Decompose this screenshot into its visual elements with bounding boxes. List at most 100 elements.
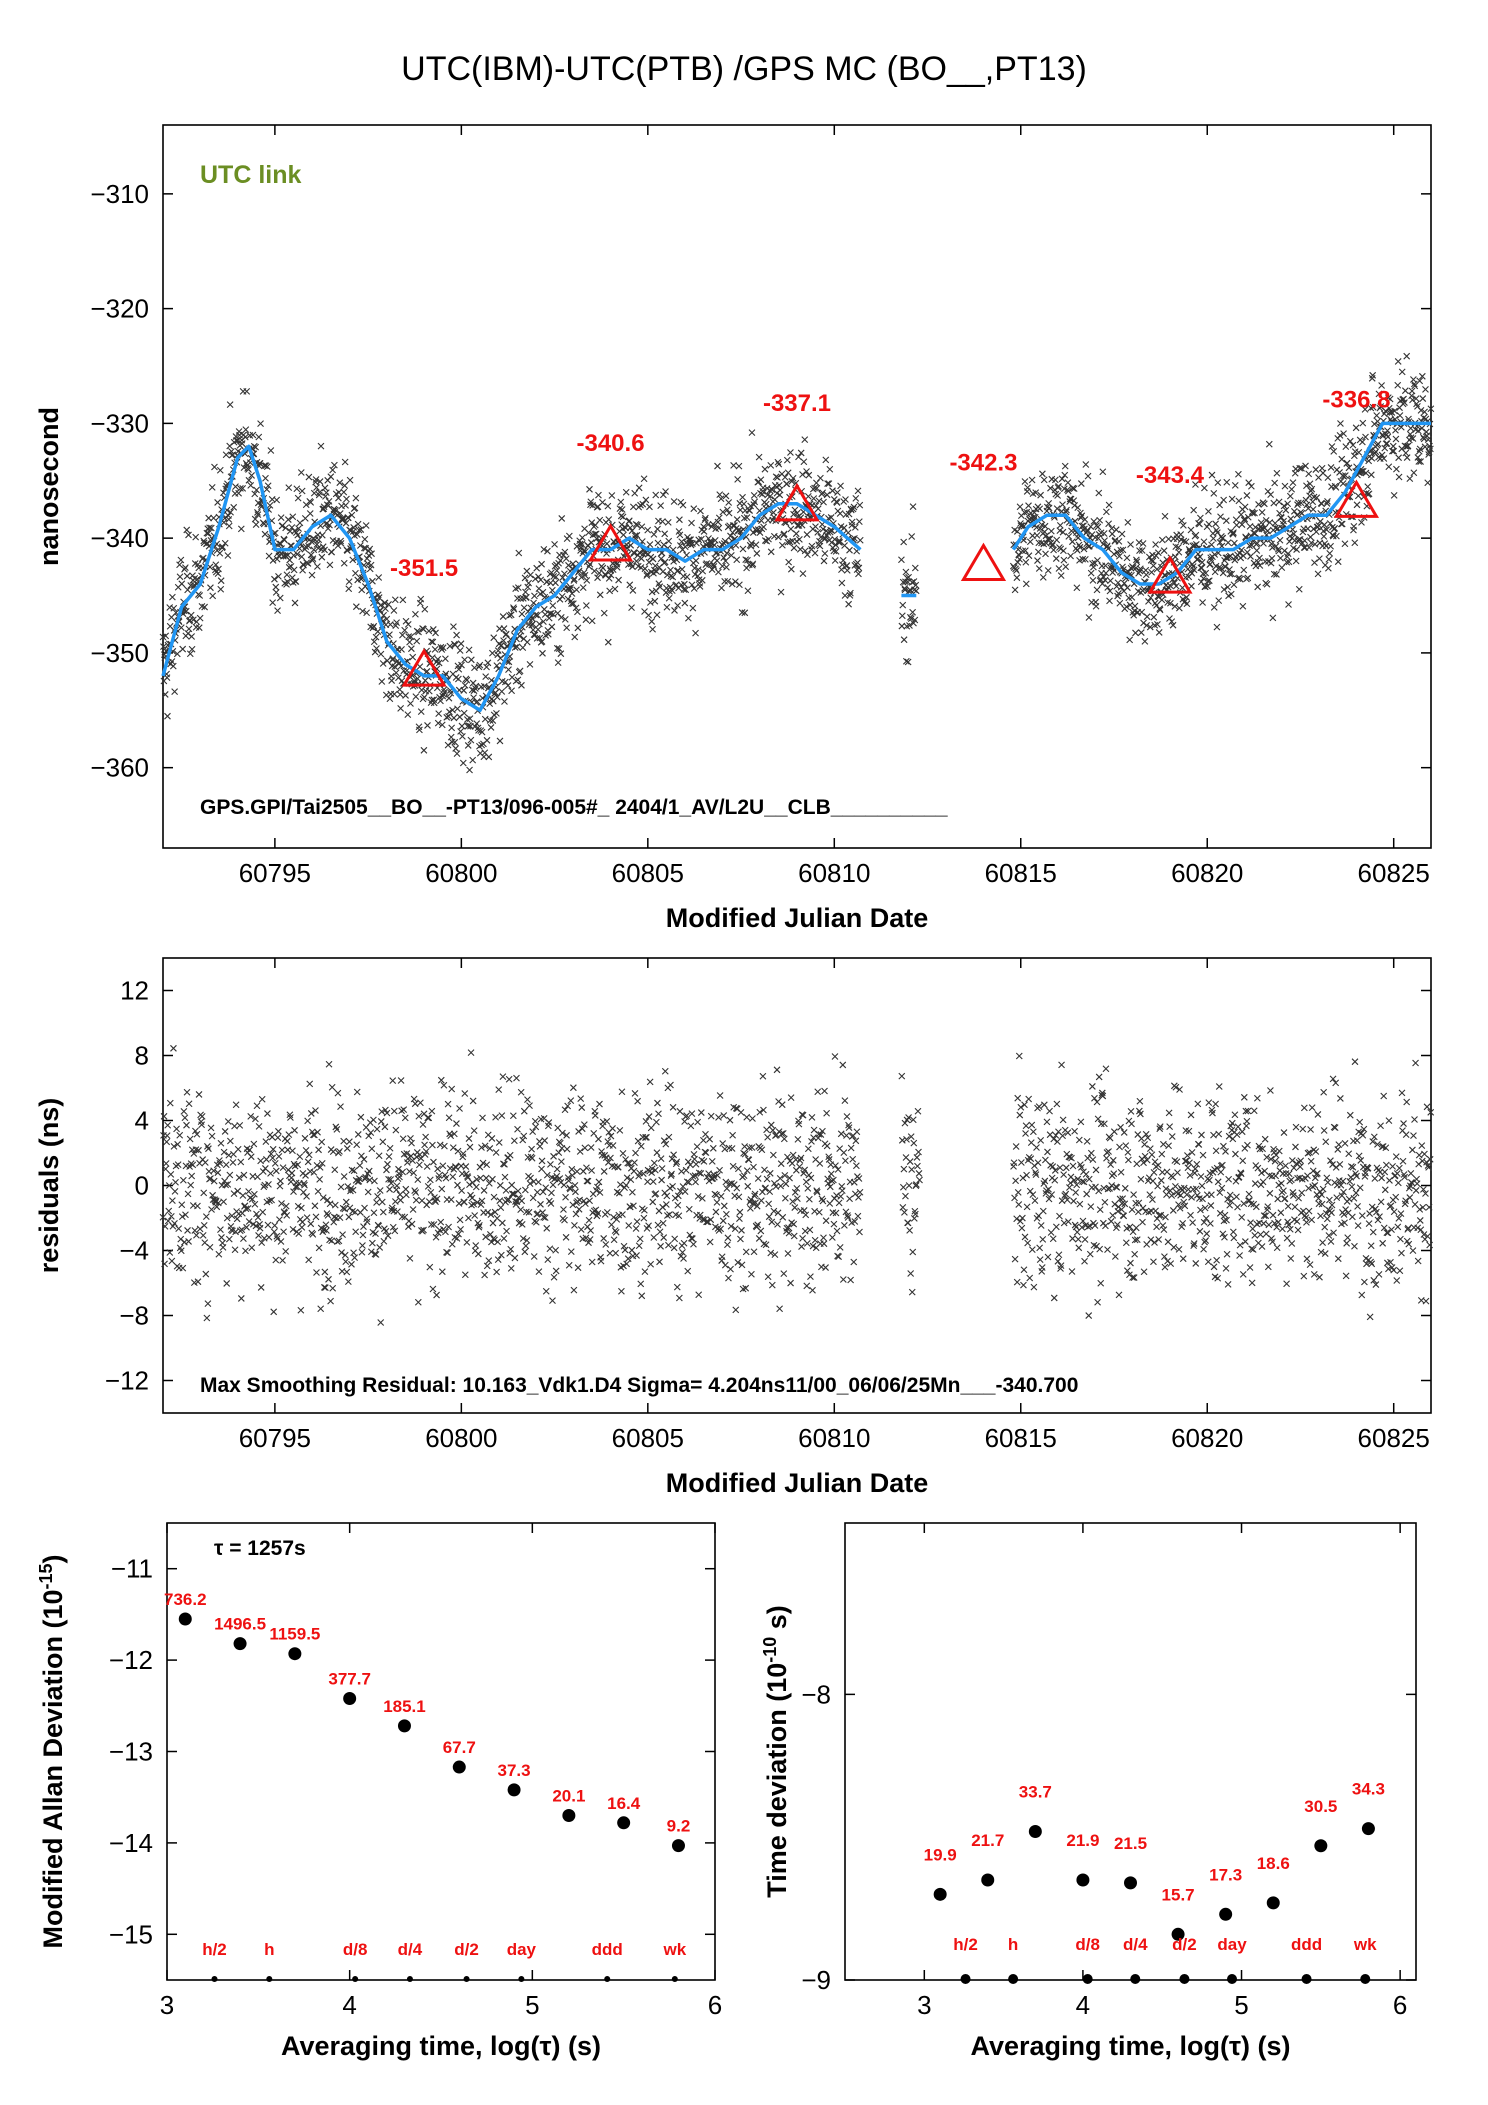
data-point [565,532,573,540]
data-point [1323,526,1330,534]
data-point [1261,558,1269,565]
residual-point [654,1221,662,1229]
residual-point [910,1215,918,1222]
data-point [912,587,920,595]
residual-point [740,1172,748,1180]
residual-point [1017,1103,1025,1111]
data-point [253,486,260,494]
data-point [544,630,552,638]
residual-point [1053,1100,1061,1108]
data-point [1138,547,1146,554]
interval-marker [960,1974,971,1984]
data-point [792,530,800,538]
data-point [797,449,805,457]
data-point [753,550,761,557]
data-point [360,544,368,552]
residual-point [1092,1183,1099,1191]
data-point [907,615,915,623]
data-point [531,592,538,600]
data-point [1423,432,1431,440]
link-label: UTC link [200,161,301,189]
residual-point [230,1190,238,1198]
residual-point [776,1305,784,1313]
mdev-point [288,1647,302,1661]
data-point [1156,606,1164,614]
data-point [284,516,292,523]
residual-point [494,1256,502,1264]
residual-point [1412,1187,1420,1194]
residual-point [1351,1058,1359,1066]
data-point [493,662,501,670]
residual-point [675,1212,683,1220]
residual-point [449,1173,457,1181]
data-point [252,443,260,451]
data-point [1153,565,1161,573]
data-point [1090,517,1098,525]
data-point [661,558,669,566]
residual-point [380,1237,388,1245]
residual-point [782,1180,790,1188]
data-point [256,460,264,467]
data-point [210,514,217,522]
residual-point [288,1169,296,1177]
residual-point [1353,1137,1361,1144]
residual-point [480,1187,488,1194]
residual-point [849,1155,857,1163]
residual-point [804,1184,812,1192]
residual-point [426,1176,434,1184]
x-tick-label: 60820 [1171,858,1243,888]
residual-point [247,1153,255,1161]
mdev-point-label: 736.2 [164,1590,207,1609]
residual-point [694,1193,702,1200]
residual-point [764,1273,772,1281]
residual-point [809,1286,816,1294]
residual-point [214,1199,222,1207]
residual-point [567,1097,575,1105]
data-point [1158,536,1166,544]
data-point [687,536,695,544]
residual-point [264,1110,271,1117]
residual-point [643,1133,650,1141]
residual-point [198,1121,206,1129]
residual-point [537,1200,544,1208]
data-point [1201,484,1208,492]
data-point [505,666,512,673]
residual-point [445,1114,453,1122]
residual-point [176,1131,184,1139]
data-point [836,539,844,546]
data-point [209,592,217,600]
mdev-point-label: 1496.5 [214,1615,266,1634]
data-point [275,572,282,580]
residual-point [498,1112,506,1120]
residual-point [164,1121,172,1129]
data-point [570,577,578,584]
data-point [1213,623,1221,631]
data-point [1094,557,1101,564]
data-point [827,514,835,521]
residual-point [159,1213,167,1221]
residual-point [174,1161,182,1169]
residual-point [580,1121,588,1128]
residual-point [854,1212,862,1220]
residual-point [497,1204,505,1211]
residual-point [550,1152,557,1160]
residual-point [1245,1190,1253,1198]
data-point [659,568,667,576]
data-point [169,662,177,670]
data-point [374,628,382,635]
residual-point [1294,1226,1302,1234]
residual-point [174,1140,182,1148]
data-point [1282,506,1290,514]
residual-point [379,1208,387,1216]
residual-point [697,1170,705,1177]
data-point [1235,470,1242,478]
data-point [1205,520,1213,528]
residual-point [483,1262,491,1270]
data-point [1386,395,1394,403]
data-point [440,686,448,693]
residual-point [528,1145,536,1153]
residual-point [466,1181,473,1189]
data-point [1390,491,1398,499]
residual-point [319,1228,327,1236]
residual-point [216,1159,224,1167]
